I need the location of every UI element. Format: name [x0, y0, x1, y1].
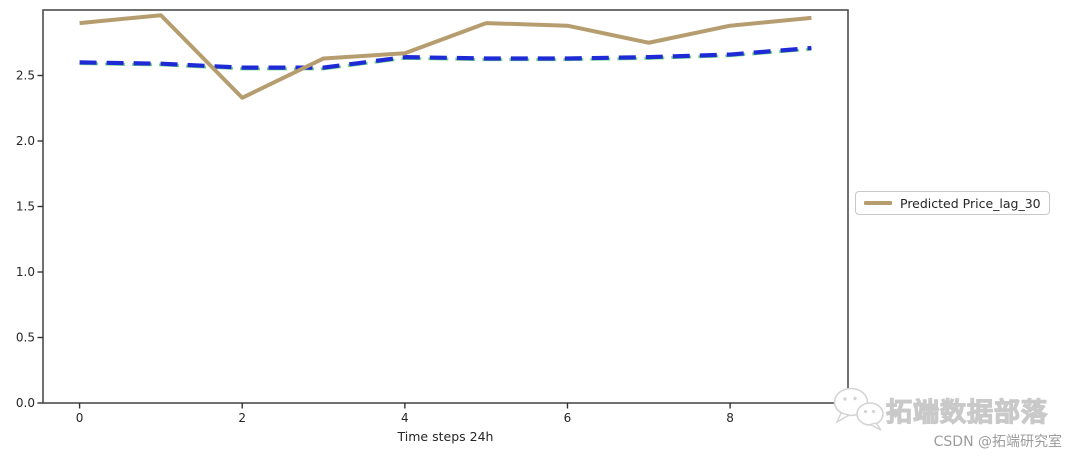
y-tick-label: 0.0	[16, 396, 35, 410]
legend: Predicted Price_lag_30	[855, 191, 1050, 215]
y-tick-label: 2.0	[16, 134, 35, 148]
x-tick-label: 2	[238, 411, 246, 425]
series-line-blue-dashed	[79, 45, 812, 70]
x-tick-label: 6	[564, 411, 572, 425]
x-axis-title: Time steps 24h	[397, 429, 494, 444]
legend-line-swatch	[864, 201, 892, 205]
y-tick-label: 1.5	[16, 200, 35, 214]
legend-label: Predicted Price_lag_30	[900, 195, 1041, 211]
x-tick-label: 0	[76, 411, 84, 425]
y-tick-label: 1.0	[16, 265, 35, 279]
x-tick-label: 4	[401, 411, 409, 425]
y-tick-label: 2.5	[16, 69, 35, 83]
y-tick-label: 0.5	[16, 331, 35, 345]
axes-spines	[42, 9, 849, 404]
series-line-predicted	[79, 13, 812, 100]
x-tick-label: 8	[726, 411, 734, 425]
